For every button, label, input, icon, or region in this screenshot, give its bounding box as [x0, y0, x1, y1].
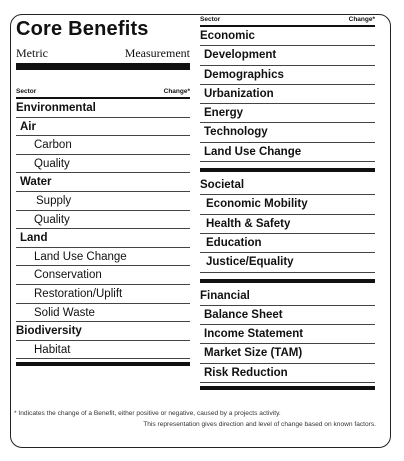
metric-label: Metric — [16, 46, 48, 60]
row-market-size: Market Size (TAM) — [200, 344, 375, 364]
row-land-use-change: Land Use Change — [16, 248, 190, 267]
card-title: Core Benefits — [16, 18, 149, 40]
section-financial: Financial — [200, 287, 375, 306]
row-development: Development — [200, 46, 375, 66]
sector-header: Sector — [16, 88, 37, 95]
left-table-header: Sector Change* — [16, 88, 190, 99]
row-environmental: Environmental — [16, 99, 190, 118]
row-economic-mobility: Economic Mobility — [200, 195, 375, 215]
row-restoration-uplift: Restoration/Uplift — [16, 285, 190, 304]
row-justice-equality: Justice/Equality — [200, 253, 375, 273]
right-bottom-divider — [200, 386, 375, 391]
metric-measurement-row: Metric Measurement — [16, 46, 190, 63]
row-balance-sheet: Balance Sheet — [200, 306, 375, 326]
row-water: Water — [16, 173, 190, 192]
change-header-right: Change* — [348, 16, 375, 23]
row-urbanization: Urbanization — [200, 85, 375, 105]
core-benefits-card — [10, 14, 391, 448]
section-economic: Economic — [200, 27, 375, 47]
economic-divider — [200, 168, 375, 173]
row-risk-reduction: Risk Reduction — [200, 364, 375, 384]
row-air-quality: Quality — [16, 155, 190, 174]
row-education: Education — [200, 234, 375, 254]
row-air: Air — [16, 118, 190, 137]
row-conservation: Conservation — [16, 266, 190, 285]
right-table-header: Sector Change* — [200, 16, 375, 27]
title-divider — [16, 63, 190, 70]
row-supply: Supply — [16, 192, 190, 211]
row-biodiversity: Biodiversity — [16, 322, 190, 341]
measurement-label: Measurement — [124, 46, 190, 60]
row-carbon: Carbon — [16, 136, 190, 155]
section-societal: Societal — [200, 176, 375, 196]
sector-header-right: Sector — [200, 16, 221, 23]
row-economic-land-use-change: Land Use Change — [200, 143, 375, 163]
row-demographics: Demographics — [200, 66, 375, 85]
societal-divider — [200, 278, 375, 283]
footnote: * Indicates the change of a Benefit, eit… — [14, 408, 376, 430]
change-header: Change* — [163, 88, 190, 95]
left-column: Core Benefits Metric Measurement Sector … — [16, 18, 190, 367]
row-habitat: Habitat — [16, 341, 190, 360]
right-column: Sector Change* Economic Development Demo… — [200, 16, 375, 391]
footnote-line-2: This representation gives direction and … — [143, 421, 376, 428]
row-energy: Energy — [200, 104, 375, 124]
row-technology: Technology — [200, 123, 375, 143]
row-water-quality: Quality — [16, 211, 190, 230]
footnote-line-1: * Indicates the change of a Benefit, eit… — [14, 410, 281, 417]
row-health-safety: Health & Safety — [200, 215, 375, 234]
row-solid-waste: Solid Waste — [16, 304, 190, 323]
left-bottom-divider — [16, 362, 190, 367]
row-land: Land — [16, 229, 190, 248]
row-income-statement: Income Statement — [200, 325, 375, 345]
